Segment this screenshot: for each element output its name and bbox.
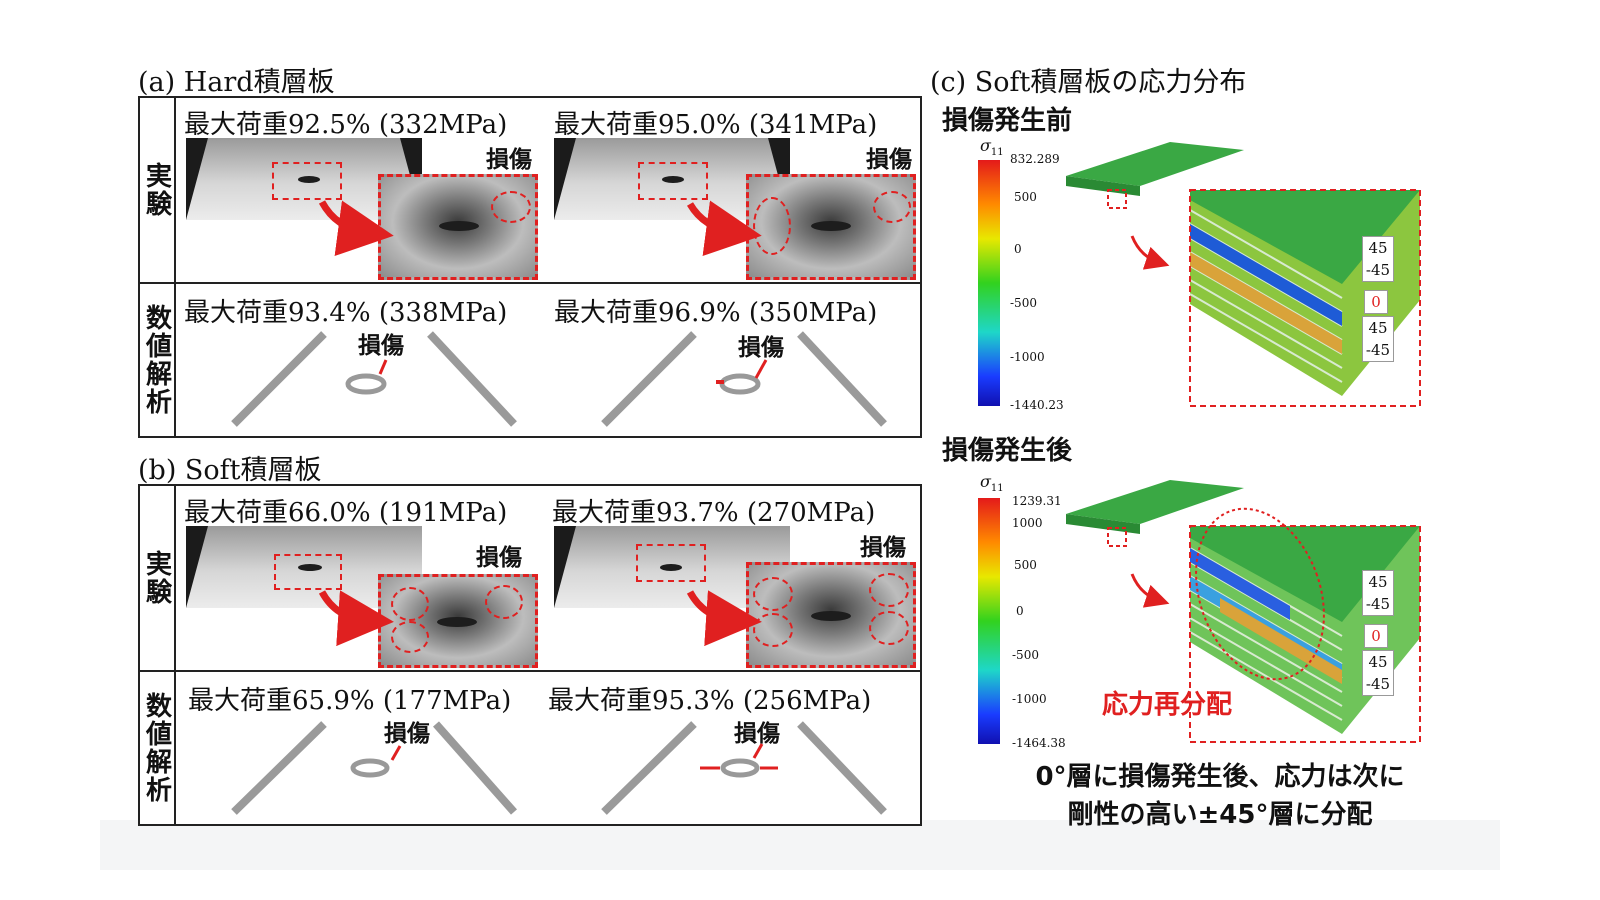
- specimen-photo: [554, 526, 790, 608]
- caption-ana-right: 最大荷重96.9% (350MPa): [554, 298, 878, 328]
- colorbar-tick: -500: [1010, 296, 1037, 310]
- row-label-analysis: 数値解析: [141, 304, 172, 416]
- row-label-experiment: 実験: [141, 162, 172, 218]
- colorbar-max: 832.289: [1010, 152, 1060, 166]
- layer-label-top: 45 -45: [1362, 570, 1394, 616]
- damage-label: 損傷: [860, 535, 906, 561]
- caption-exp-left: 最大荷重92.5% (332MPa): [184, 110, 508, 140]
- conclusion-line-2: 剛性の高い±45°層に分配: [1067, 800, 1373, 830]
- caption-exp-left: 最大荷重66.0% (191MPa): [184, 498, 508, 528]
- colorbar-tick: 500: [1014, 190, 1037, 204]
- layer-label-bottom: 45 -45: [1362, 650, 1394, 696]
- region-marker: [638, 162, 708, 200]
- region-marker: [636, 544, 706, 582]
- sigma-label: σ11: [980, 472, 1004, 495]
- damage-label: 損傷: [384, 721, 430, 747]
- row-label-experiment: 実験: [141, 550, 172, 606]
- layer-label-bottom: 45 -45: [1362, 316, 1394, 362]
- caption-exp-right: 最大荷重93.7% (270MPa): [552, 498, 876, 528]
- caption-exp-right: 最大荷重95.0% (341MPa): [554, 110, 878, 140]
- redistribution-label: 応力再分配: [1102, 690, 1233, 720]
- colorbar-tick: 500: [1014, 558, 1037, 572]
- damage-label: 損傷: [476, 545, 522, 571]
- panel-b-title: (b) Soft積層板: [138, 455, 322, 486]
- conclusion-line-1: 0°層に損傷発生後、応力は次に: [1035, 762, 1405, 792]
- layer-label-zero: 0: [1364, 624, 1388, 648]
- colorbar-tick: -500: [1012, 648, 1039, 662]
- colorbar-min: -1440.23: [1010, 398, 1064, 412]
- damage-label: 損傷: [866, 147, 912, 173]
- before-heading: 損傷発生前: [942, 106, 1073, 136]
- sigma-label: σ11: [980, 136, 1004, 159]
- colorbar-tick: 0: [1014, 242, 1022, 256]
- colorbar-after: [978, 498, 1000, 744]
- bottom-band: [100, 820, 1500, 870]
- caption-ana-right: 最大荷重95.3% (256MPa): [548, 686, 872, 716]
- caption-ana-left: 最大荷重93.4% (338MPa): [184, 298, 508, 328]
- colorbar-tick: -1000: [1012, 692, 1047, 706]
- divider: [140, 670, 920, 672]
- region-marker: [274, 554, 342, 590]
- caption-ana-left: 最大荷重65.9% (177MPa): [188, 686, 512, 716]
- row-label-analysis: 数値解析: [141, 692, 172, 804]
- colorbar-before: [978, 160, 1000, 406]
- zoom-view: [378, 174, 538, 280]
- colorbar-tick: -1000: [1010, 350, 1045, 364]
- layer-label-top: 45 -45: [1362, 236, 1394, 282]
- colorbar-min: -1464.38: [1012, 736, 1066, 750]
- panel-a-frame: 実験 数値解析 最大荷重92.5% (332MPa) 最大荷重95.0% (34…: [138, 96, 922, 438]
- region-marker: [272, 162, 342, 200]
- divider: [174, 486, 176, 824]
- colorbar-tick: 1000: [1012, 516, 1043, 530]
- divider: [174, 98, 176, 436]
- damage-label: 損傷: [358, 333, 404, 359]
- fem-model-drawing: [231, 331, 887, 427]
- panel-a-title: (a) Hard積層板: [138, 67, 335, 98]
- damage-label: 損傷: [734, 721, 780, 747]
- fem-model-drawing: [231, 721, 887, 815]
- panel-c-title: (c) Soft積層板の応力分布: [930, 67, 1247, 98]
- after-heading: 損傷発生後: [942, 436, 1073, 466]
- divider: [140, 282, 920, 284]
- zoom-view: [746, 562, 916, 668]
- colorbar-tick: 0: [1016, 604, 1024, 618]
- colorbar-max: 1239.31: [1012, 494, 1062, 508]
- conclusion-text: 0°層に損傷発生後、応力は次に 剛性の高い±45°層に分配: [1000, 758, 1440, 834]
- zoom-view: [378, 574, 538, 668]
- panel-b-frame: 実験 数値解析 最大荷重66.0% (191MPa) 最大荷重93.7% (27…: [138, 484, 922, 826]
- damage-label: 損傷: [486, 147, 532, 173]
- damage-label: 損傷: [738, 335, 784, 361]
- layer-label-zero: 0: [1364, 290, 1388, 314]
